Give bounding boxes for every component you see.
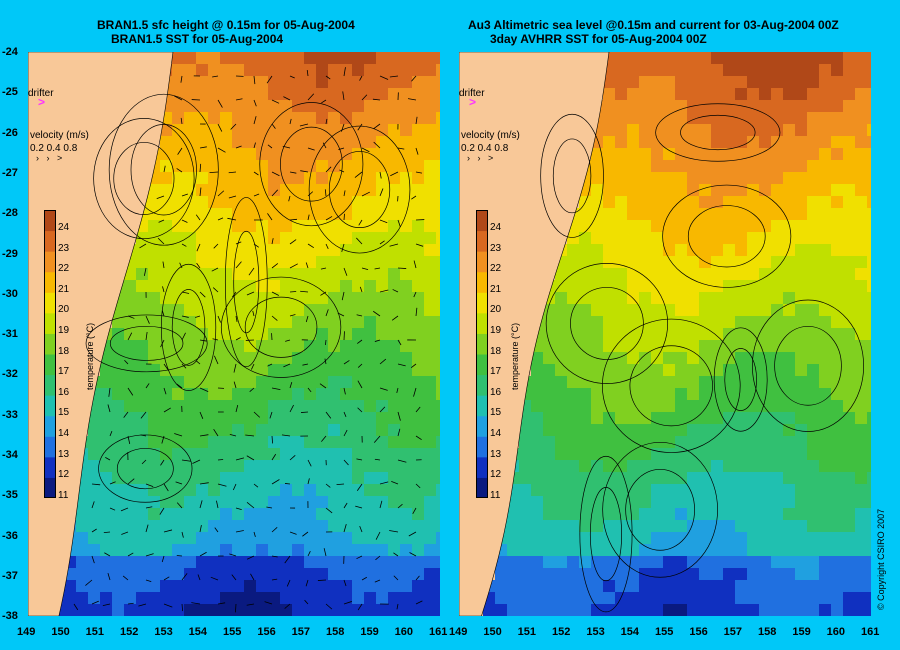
lat-tick: -26 — [2, 126, 18, 139]
right-velocity-values: 0.2 0.4 0.8 — [461, 143, 509, 154]
colorbar-tick: 13 — [58, 448, 70, 460]
left-title-line1: BRAN1.5 sfc height @ 0.15m for 05-Aug-20… — [97, 18, 355, 32]
lon-tick: 160 — [826, 626, 846, 638]
lon-tick: 160 — [394, 626, 414, 638]
colorbar-tick: 21 — [490, 283, 502, 295]
right-title-line2: 3day AVHRR SST for 05-Aug-2004 00Z — [490, 32, 707, 46]
lat-tick: -24 — [2, 46, 18, 58]
lon-tick: 159 — [792, 626, 811, 638]
lon-tick: 154 — [188, 626, 208, 638]
lat-tick: -28 — [2, 207, 18, 220]
lon-tick: 154 — [620, 626, 640, 638]
left-map-panel — [28, 52, 440, 616]
colorbar-tick: 22 — [58, 263, 70, 275]
right-map-panel — [459, 52, 871, 616]
colorbar-tick: 21 — [58, 283, 70, 295]
lat-tick: -34 — [2, 449, 18, 461]
copyright-notice: © Copyright CSIRO 2007 — [876, 508, 886, 610]
colorbar-tick: 24 — [58, 222, 70, 233]
lon-tick: 158 — [758, 626, 777, 638]
colorbar-tick: 15 — [490, 407, 502, 419]
lon-tick: 155 — [655, 626, 674, 638]
right-drifter-label: drifter — [459, 88, 485, 99]
lat-tick: -30 — [2, 287, 18, 300]
lon-tick: 157 — [723, 626, 743, 638]
left-drifter-label: drifter — [28, 88, 54, 99]
lon-tick: 155 — [223, 626, 242, 638]
lon-tick: 156 — [689, 626, 708, 638]
left-velocity-label: velocity (m/s) — [30, 130, 89, 141]
colorbar-tick: 18 — [490, 345, 502, 357]
colorbar-tick: 23 — [490, 242, 502, 254]
colorbar-tick: 20 — [58, 304, 70, 316]
colorbar-tick: 20 — [490, 304, 502, 316]
right-sst-map — [459, 52, 871, 616]
left-sst-map — [28, 52, 440, 616]
lon-tick: 153 — [586, 626, 605, 638]
lat-tick: -37 — [2, 569, 18, 582]
right-title-line1: Au3 Altimetric sea level @0.15m and curr… — [468, 18, 839, 32]
colorbar-tick: 24 — [490, 222, 502, 233]
colorbar-tick: 11 — [58, 489, 69, 501]
colorbar-tick: 17 — [58, 366, 70, 378]
lon-tick: 150 — [483, 626, 502, 638]
right-colorbar-title: temperature (°C) — [510, 322, 520, 390]
colorbar-tick: 12 — [58, 469, 70, 481]
lon-tick: 151 — [85, 626, 105, 638]
right-drifter-icon: > — [469, 95, 477, 109]
lat-tick: -35 — [2, 489, 18, 502]
right-colorbar — [476, 210, 488, 498]
left-velocity-arrows-icon: › › > — [36, 153, 63, 163]
colorbar-tick: 15 — [58, 407, 70, 419]
colorbar-tick: 14 — [490, 428, 502, 439]
right-velocity-label: velocity (m/s) — [461, 130, 520, 141]
colorbar-tick: 22 — [490, 263, 502, 275]
lon-tick: 161 — [429, 626, 448, 638]
lon-tick: 149 — [449, 626, 468, 638]
left-title-line2: BRAN1.5 SST for 05-Aug-2004 — [111, 32, 284, 46]
lat-tick: -29 — [2, 247, 18, 260]
lat-tick: -31 — [2, 328, 18, 341]
lat-tick: -27 — [2, 166, 18, 179]
lon-tick: 152 — [120, 626, 139, 638]
lon-tick: 152 — [552, 626, 571, 638]
lon-tick: 151 — [517, 626, 537, 638]
colorbar-tick: 19 — [58, 325, 70, 336]
colorbar-tick: 13 — [490, 448, 502, 460]
colorbar-tick: 18 — [58, 345, 70, 357]
left-colorbar-title: temperature (°C) — [85, 322, 95, 390]
left-velocity-values: 0.2 0.4 0.8 — [30, 143, 78, 154]
colorbar-tick: 23 — [58, 242, 70, 254]
lon-tick: 161 — [861, 626, 880, 638]
lat-tick: -38 — [2, 610, 18, 623]
colorbar-tick: 17 — [490, 366, 502, 378]
lat-tick: -36 — [2, 529, 18, 542]
right-velocity-arrows-icon: › › > — [467, 153, 494, 163]
colorbar-tick: 14 — [58, 428, 70, 439]
lon-tick: 156 — [257, 626, 276, 638]
lat-tick: -32 — [2, 368, 18, 381]
left-colorbar — [44, 210, 56, 498]
lat-tick: -25 — [2, 86, 18, 99]
lon-tick: 149 — [17, 626, 36, 638]
left-drifter-icon: > — [38, 95, 46, 109]
lon-tick: 150 — [51, 626, 70, 638]
lon-tick: 157 — [291, 626, 311, 638]
colorbar-tick: 11 — [490, 489, 501, 501]
lon-tick: 159 — [360, 626, 379, 638]
colorbar-tick: 19 — [490, 325, 502, 336]
lon-tick: 153 — [154, 626, 173, 638]
lat-tick: -33 — [2, 408, 18, 421]
colorbar-tick: 12 — [490, 469, 502, 481]
colorbar-tick: 16 — [490, 386, 502, 398]
colorbar-tick: 16 — [58, 386, 70, 398]
lon-tick: 158 — [326, 626, 345, 638]
